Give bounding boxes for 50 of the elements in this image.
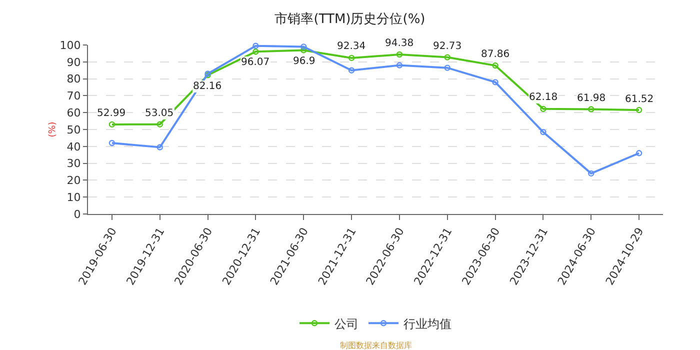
chart-title: 市销率(TTM)历史分位(%) — [274, 11, 426, 28]
data-label: 61.52 — [625, 94, 654, 105]
point — [636, 106, 642, 114]
data-label: 92.34 — [337, 41, 366, 52]
point — [156, 144, 163, 150]
y-tick-label: 90 — [66, 56, 81, 69]
data-label: 92.73 — [433, 41, 462, 52]
point — [156, 121, 163, 128]
point — [300, 47, 307, 54]
y-tick-label: 60 — [66, 106, 81, 120]
point — [252, 48, 259, 55]
data-label: 62.18 — [529, 92, 558, 103]
point — [108, 140, 116, 146]
data-label: 52.99 — [97, 108, 126, 119]
data-label: 53.05 — [145, 108, 174, 119]
point — [108, 121, 116, 128]
point — [588, 106, 594, 112]
data-label: 96.9 — [293, 56, 316, 67]
data-label: 82.16 — [193, 81, 222, 92]
y-tick-label: 80 — [66, 72, 81, 86]
point — [588, 170, 594, 177]
point — [396, 62, 403, 68]
data-label: 96.07 — [241, 57, 270, 68]
y-tick-label: 10 — [66, 190, 81, 204]
point — [252, 42, 259, 49]
point — [636, 150, 642, 156]
point — [492, 79, 498, 86]
point — [348, 54, 355, 62]
legend-label: 行业均值 — [404, 316, 452, 331]
data-label: 61.98 — [577, 93, 606, 104]
point — [540, 106, 546, 112]
point — [348, 67, 355, 74]
y-tick-label: 40 — [66, 140, 81, 154]
data-label: 94.38 — [385, 38, 414, 49]
point — [396, 51, 403, 58]
point — [300, 44, 307, 50]
legend-label: 公司 — [334, 316, 358, 331]
y-tick-label: 70 — [66, 90, 81, 103]
y-tick-label: 100 — [60, 38, 81, 52]
point — [444, 64, 450, 71]
y-tick-label: 30 — [66, 157, 81, 170]
y-axis-title: (%) — [48, 122, 58, 138]
y-tick-label: 0 — [74, 208, 81, 221]
y-tick-label: 20 — [66, 174, 81, 188]
text: 制图数据来自数据库 — [340, 341, 412, 350]
data-label: 87.86 — [481, 49, 510, 60]
y-tick-label: 50 — [66, 123, 81, 136]
point — [444, 54, 450, 60]
point — [492, 62, 498, 69]
point — [540, 128, 546, 136]
